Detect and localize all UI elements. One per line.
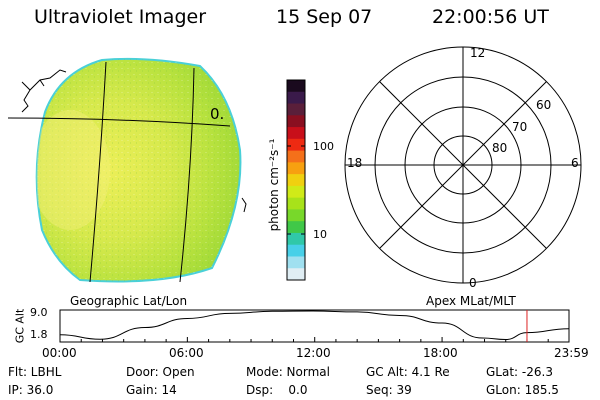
colorbar-segment bbox=[287, 174, 305, 187]
time-label: 22:00:56 UT bbox=[432, 6, 549, 28]
time-tick-1800: 18:00 bbox=[423, 346, 458, 360]
mode-status: Mode: Normal bbox=[246, 365, 330, 379]
lat-label-60: 60 bbox=[536, 98, 552, 112]
altitude-tick-1-8: 1.8 bbox=[30, 328, 48, 341]
lat-label-70: 70 bbox=[512, 120, 528, 134]
time-tick-0000: 00:00 bbox=[42, 346, 77, 360]
mlt-label-6: 6 bbox=[571, 156, 579, 170]
colorbar-segment bbox=[287, 115, 305, 128]
time-tick-0600: 06:00 bbox=[169, 346, 204, 360]
time-tick-1200: 12:00 bbox=[296, 346, 331, 360]
filter-status: Flt: LBHL bbox=[8, 365, 62, 379]
colorbar-segment bbox=[287, 150, 305, 163]
altitude-axis-label: GC Alt bbox=[13, 308, 27, 344]
latitude-line bbox=[7, 117, 231, 127]
polar-plot-label: Apex MLat/MLT bbox=[426, 294, 516, 308]
colorbar-frame bbox=[286, 79, 306, 281]
coastline bbox=[21, 69, 67, 113]
geo-map bbox=[7, 57, 247, 283]
sequence-status: Seq: 39 bbox=[366, 383, 412, 397]
dsp-status: Dsp: 0.0 bbox=[246, 383, 308, 397]
date-label: 15 Sep 07 bbox=[276, 6, 373, 28]
ip-status: IP: 36.0 bbox=[8, 383, 54, 397]
lat-label-80: 80 bbox=[492, 141, 508, 155]
geo-partial-label: 0. bbox=[210, 105, 225, 123]
glat-status: GLat: -26.3 bbox=[486, 365, 553, 379]
altitude-x-ticks bbox=[59, 337, 570, 342]
longitude-line-east bbox=[179, 67, 195, 283]
colorbar bbox=[287, 80, 305, 281]
time-tick-2359: 23:59 bbox=[554, 346, 589, 360]
geo-map-label: Geographic Lat/Lon bbox=[70, 294, 188, 308]
mlt-label-18: 18 bbox=[347, 156, 363, 170]
gc-altitude-status: GC Alt: 4.1 Re bbox=[366, 365, 450, 379]
door-status: Door: Open bbox=[126, 365, 195, 379]
colorbar-segment bbox=[287, 91, 305, 105]
colorbar-segment bbox=[287, 80, 305, 93]
colorbar-tick-10: 10 bbox=[313, 228, 327, 241]
colorbar-segment bbox=[287, 244, 305, 257]
colorbar-segment bbox=[287, 256, 305, 269]
altitude-tick-9: 9.0 bbox=[30, 306, 48, 319]
colorbar-segment bbox=[287, 103, 305, 116]
gain-status: Gain: 14 bbox=[126, 383, 177, 397]
colorbar-segment bbox=[287, 221, 305, 234]
polar-plot bbox=[344, 46, 582, 284]
colorbar-segment bbox=[287, 209, 305, 222]
colorbar-segment bbox=[287, 127, 305, 140]
coastline-east bbox=[241, 197, 247, 213]
mlt-label-12: 12 bbox=[470, 46, 486, 60]
colorbar-segment bbox=[287, 268, 305, 281]
altitude-plot-frame bbox=[59, 309, 570, 343]
mlt-label-0: 0 bbox=[469, 276, 477, 290]
colorbar-segment bbox=[287, 185, 305, 199]
instrument-title: Ultraviolet Imager bbox=[34, 6, 207, 28]
colorbar-segment bbox=[287, 232, 305, 246]
glon-status: GLon: 185.5 bbox=[486, 383, 559, 397]
colorbar-segment bbox=[287, 197, 305, 210]
colorbar-tick-100: 100 bbox=[313, 140, 334, 153]
colorbar-segment bbox=[287, 138, 305, 152]
altitude-curve bbox=[59, 310, 570, 341]
longitude-line-west bbox=[89, 61, 107, 283]
colorbar-unit-label: photon cm⁻²s⁻¹ bbox=[267, 138, 281, 232]
colorbar-segment bbox=[287, 162, 305, 175]
